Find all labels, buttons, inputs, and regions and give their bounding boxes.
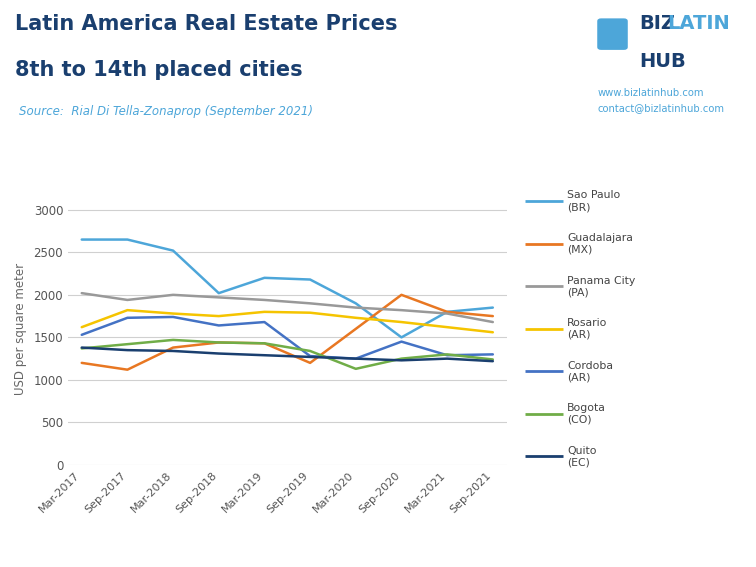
Text: Quito
(EC): Quito (EC): [567, 446, 596, 467]
Text: Source:  Rial Di Tella-Zonaprop (September 2021): Source: Rial Di Tella-Zonaprop (Septembe…: [19, 105, 313, 118]
Text: Panama City
(PA): Panama City (PA): [567, 276, 635, 297]
Text: 8th to 14th placed cities: 8th to 14th placed cities: [15, 60, 302, 79]
Text: Rosario
(AR): Rosario (AR): [567, 318, 607, 340]
Text: Sao Paulo
(BR): Sao Paulo (BR): [567, 191, 620, 212]
Text: HUB: HUB: [639, 52, 686, 71]
Text: LATIN: LATIN: [667, 14, 730, 33]
Text: Latin America Real Estate Prices: Latin America Real Estate Prices: [15, 14, 398, 34]
Text: contact@bizlatinhub.com: contact@bizlatinhub.com: [597, 103, 724, 113]
Text: Bogota
(CO): Bogota (CO): [567, 403, 606, 425]
Text: BIZ: BIZ: [639, 14, 675, 33]
Text: www.bizlatinhub.com: www.bizlatinhub.com: [597, 88, 704, 98]
Text: Guadalajara
(MX): Guadalajara (MX): [567, 233, 633, 255]
Text: Cordoba
(AR): Cordoba (AR): [567, 361, 613, 382]
Y-axis label: USD per square meter: USD per square meter: [14, 263, 26, 395]
